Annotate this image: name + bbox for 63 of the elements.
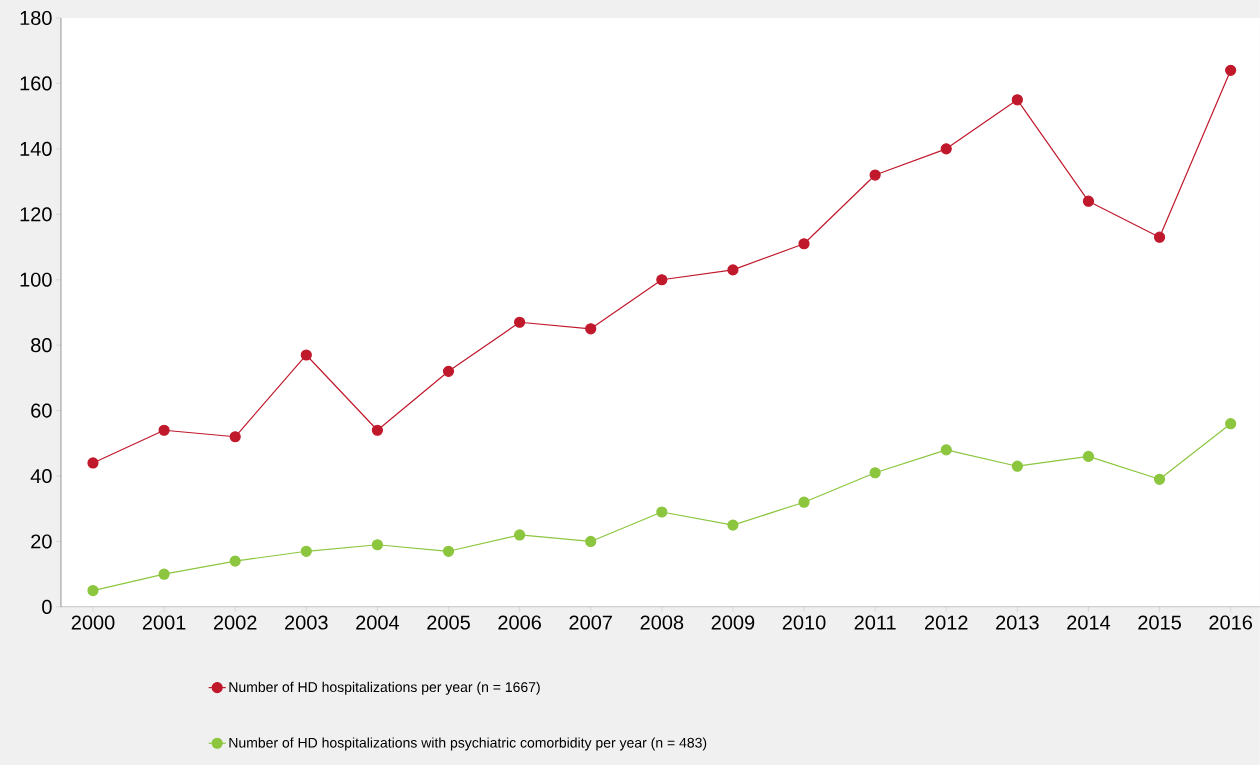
- x-tick-label: 2016: [1209, 615, 1253, 630]
- point: [656, 274, 668, 286]
- point: [158, 568, 170, 580]
- point: [514, 316, 526, 328]
- x-tick-label: 2004: [356, 615, 400, 630]
- point: [798, 496, 810, 508]
- point: [371, 424, 384, 436]
- x-tick-label: 2014: [1067, 615, 1111, 630]
- x-tick-label: 2013: [996, 615, 1039, 630]
- point: [940, 444, 952, 456]
- y-tick-label: 160: [20, 76, 52, 91]
- point: [300, 545, 312, 557]
- point: [229, 431, 241, 443]
- point: [300, 349, 312, 361]
- x-tick-label: 2015: [1138, 615, 1181, 630]
- x-tick-label: 2000: [71, 615, 115, 630]
- point: [158, 424, 170, 436]
- point: [656, 506, 668, 518]
- x-tick-label: 2001: [142, 615, 186, 630]
- x-tick-label: 2008: [640, 615, 684, 630]
- x-tick-label: 2010: [782, 615, 826, 630]
- y-tick-label: 40: [30, 469, 52, 484]
- legend-label: Number of HD hospitalizations with psychiatric comorbidity per year (n = 483): [229, 737, 707, 751]
- point: [1225, 418, 1237, 430]
- y-tick-label: 0: [42, 599, 52, 615]
- y-tick-label: 140: [20, 141, 52, 156]
- point: [1011, 94, 1023, 106]
- point: [229, 555, 241, 567]
- point: [1153, 231, 1166, 243]
- point: [1153, 473, 1166, 485]
- point: [585, 323, 597, 335]
- y-tick-label: 100: [20, 272, 52, 287]
- point: [1225, 64, 1237, 76]
- point: [869, 467, 881, 479]
- legend-label: Number of HD hospitalizations per year (n = 1667): [229, 681, 540, 695]
- point: [1011, 460, 1023, 472]
- y-tick-label: 180: [20, 10, 52, 26]
- point: [371, 539, 384, 551]
- y-tick-label: 120: [20, 207, 52, 222]
- point: [442, 545, 455, 557]
- point: [727, 264, 739, 276]
- point: [1082, 450, 1095, 463]
- x-tick-label: 2005: [427, 615, 470, 630]
- x-tick-label: 2006: [498, 615, 541, 630]
- point: [87, 457, 99, 469]
- point: [1082, 195, 1095, 207]
- x-tick-label: 2007: [569, 615, 612, 630]
- point: [87, 585, 99, 597]
- x-tick-label: 2009: [711, 615, 755, 630]
- point: [798, 238, 810, 250]
- point: [514, 529, 526, 541]
- point: [727, 519, 739, 531]
- y-tick-label: 60: [31, 403, 52, 418]
- point: [940, 143, 952, 155]
- point: [585, 535, 597, 548]
- point: [869, 169, 881, 181]
- point: [442, 365, 455, 377]
- y-tick-label: 80: [31, 338, 52, 353]
- x-tick-label: 2011: [854, 615, 896, 630]
- x-tick-label: 2012: [925, 615, 968, 630]
- y-tick-label: 20: [31, 534, 52, 549]
- x-tick-label: 2003: [285, 615, 328, 630]
- x-tick-label: 2002: [213, 615, 257, 630]
